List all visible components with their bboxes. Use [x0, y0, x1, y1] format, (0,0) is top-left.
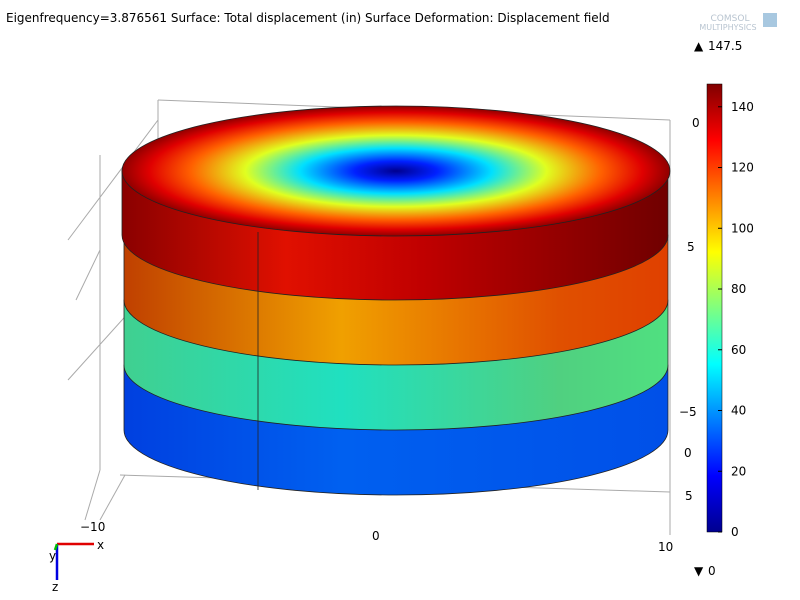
axis-label: 0: [372, 529, 380, 543]
colorbar-max: 147.5: [708, 39, 742, 53]
axis-label: 5: [687, 240, 695, 254]
colorbar-min-arrow: ▼: [694, 564, 704, 578]
colorbar-tick-label: 100: [731, 221, 754, 235]
triad-y: [53, 543, 59, 551]
cylinder: [121, 105, 671, 496]
axis-triad: [53, 542, 94, 580]
axis-label: 0: [684, 446, 692, 460]
logo-text: COMSOL: [711, 14, 750, 24]
triad-label: y: [49, 549, 56, 563]
colorbar: [706, 83, 723, 533]
axis-label: 5: [685, 489, 693, 503]
axis-label: 0: [692, 116, 700, 130]
axis-label: −10: [80, 520, 105, 534]
colorbar-max-arrow: ▲: [694, 39, 704, 53]
colorbar-tick-label: 140: [731, 100, 754, 114]
axis-label: 10: [658, 540, 673, 554]
logo-icon: [763, 13, 777, 27]
axis-label: −5: [679, 405, 697, 419]
triad-label: x: [97, 538, 104, 552]
colorbar-tick-label: 80: [731, 282, 746, 296]
colorbar-tick-label: 60: [731, 343, 746, 357]
colorbar-tick-label: 20: [731, 464, 746, 478]
colorbar-tick-label: 40: [731, 404, 746, 418]
colorbar-tick-label: 120: [731, 161, 754, 175]
triad-label: z: [52, 580, 58, 594]
logo-text: MULTIPHYSICS: [699, 23, 756, 32]
colorbar-min: 0: [708, 564, 716, 578]
top-surface: [121, 105, 671, 237]
plot-title: Eigenfrequency=3.876561 Surface: Total d…: [6, 11, 610, 25]
colorbar-tick-label: 0: [731, 525, 739, 539]
